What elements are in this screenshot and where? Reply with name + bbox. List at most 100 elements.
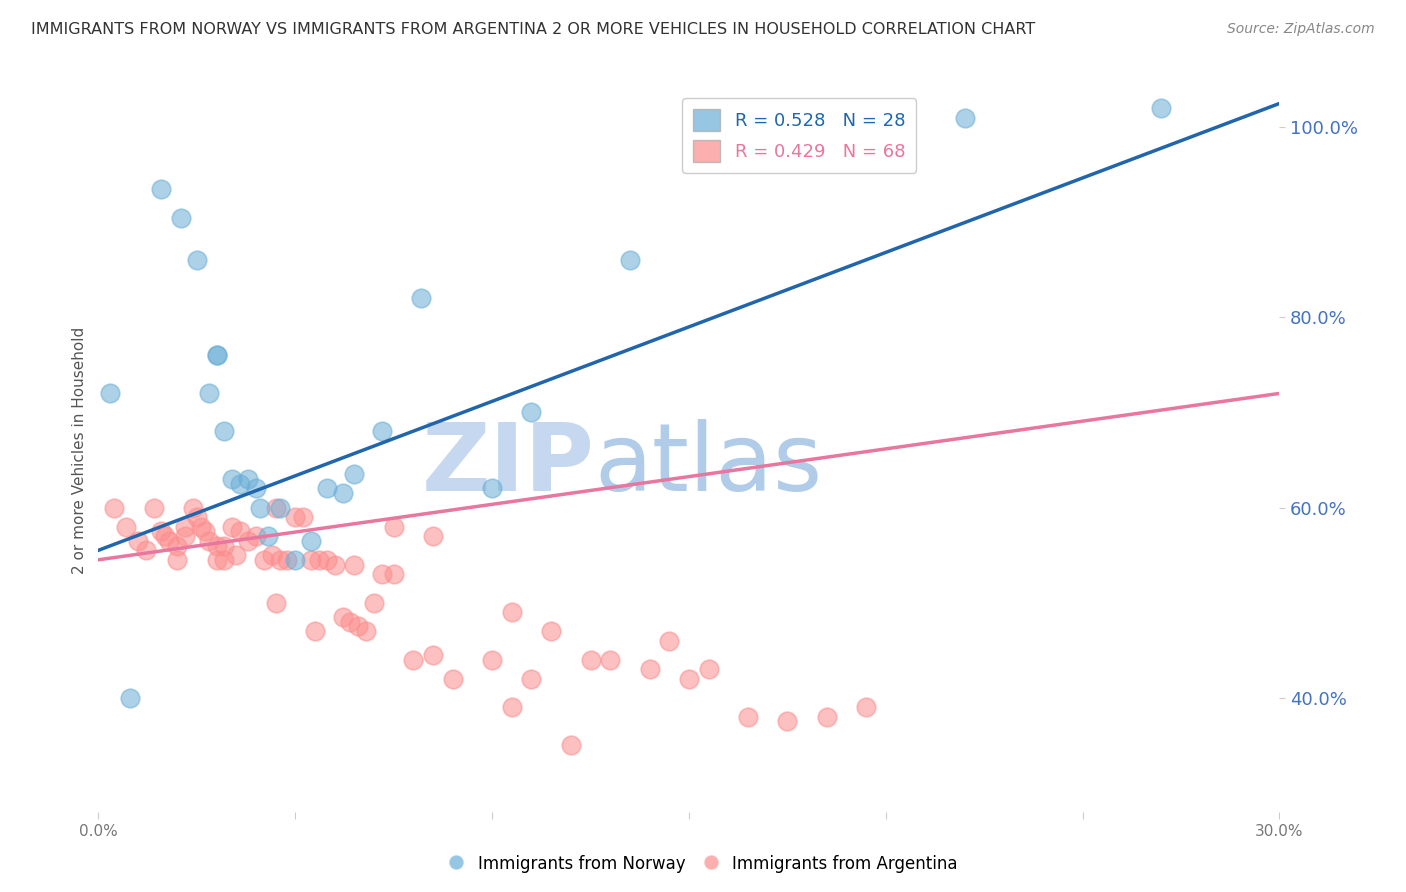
Point — [855, 700, 877, 714]
Point — [260, 548, 283, 562]
Point — [579, 652, 602, 666]
Point — [127, 533, 149, 548]
Point — [520, 405, 543, 419]
Point — [402, 652, 425, 666]
Text: IMMIGRANTS FROM NORWAY VS IMMIGRANTS FROM ARGENTINA 2 OR MORE VEHICLES IN HOUSEH: IMMIGRANTS FROM NORWAY VS IMMIGRANTS FRO… — [31, 22, 1035, 37]
Point — [638, 662, 661, 676]
Point — [205, 553, 228, 567]
Point — [354, 624, 377, 639]
Point — [170, 211, 193, 225]
Point — [599, 652, 621, 666]
Point — [441, 672, 464, 686]
Point — [269, 553, 291, 567]
Point — [382, 567, 405, 582]
Point — [308, 553, 330, 567]
Point — [422, 648, 444, 662]
Point — [697, 662, 720, 676]
Text: ZIP: ZIP — [422, 419, 595, 511]
Point — [174, 519, 197, 533]
Point — [264, 596, 287, 610]
Point — [737, 709, 759, 723]
Point — [953, 111, 976, 125]
Point — [245, 482, 267, 496]
Point — [249, 500, 271, 515]
Point — [284, 553, 307, 567]
Point — [560, 738, 582, 752]
Point — [229, 524, 252, 539]
Text: Source: ZipAtlas.com: Source: ZipAtlas.com — [1227, 22, 1375, 37]
Point — [115, 519, 138, 533]
Point — [197, 386, 219, 401]
Point — [1150, 101, 1173, 115]
Point — [411, 291, 433, 305]
Point — [253, 553, 276, 567]
Point — [619, 253, 641, 268]
Point — [520, 672, 543, 686]
Point — [194, 524, 217, 539]
Point — [540, 624, 562, 639]
Point — [776, 714, 799, 729]
Y-axis label: 2 or more Vehicles in Household: 2 or more Vehicles in Household — [72, 326, 87, 574]
Text: atlas: atlas — [595, 419, 823, 511]
Point — [678, 672, 700, 686]
Point — [214, 539, 236, 553]
Point — [256, 529, 278, 543]
Point — [205, 539, 228, 553]
Point — [501, 700, 523, 714]
Legend: Immigrants from Norway, Immigrants from Argentina: Immigrants from Norway, Immigrants from … — [441, 848, 965, 880]
Point — [363, 596, 385, 610]
Point — [197, 533, 219, 548]
Point — [190, 519, 212, 533]
Point — [343, 467, 366, 482]
Point — [236, 533, 259, 548]
Point — [422, 529, 444, 543]
Point — [658, 633, 681, 648]
Point — [343, 558, 366, 572]
Point — [142, 500, 165, 515]
Point — [315, 553, 337, 567]
Point — [150, 524, 173, 539]
Point — [299, 553, 322, 567]
Point — [98, 386, 121, 401]
Point — [214, 553, 236, 567]
Point — [284, 510, 307, 524]
Point — [501, 605, 523, 619]
Point — [323, 558, 346, 572]
Point — [186, 253, 208, 268]
Point — [292, 510, 315, 524]
Point — [229, 476, 252, 491]
Point — [221, 472, 243, 486]
Point — [135, 543, 157, 558]
Point — [315, 482, 337, 496]
Point — [186, 510, 208, 524]
Point — [150, 182, 173, 196]
Point — [299, 533, 322, 548]
Point — [205, 348, 228, 362]
Point — [221, 519, 243, 533]
Point — [481, 652, 503, 666]
Point — [103, 500, 125, 515]
Point — [481, 482, 503, 496]
Point — [269, 500, 291, 515]
Legend: R = 0.528   N = 28, R = 0.429   N = 68: R = 0.528 N = 28, R = 0.429 N = 68 — [682, 98, 917, 173]
Point — [332, 610, 354, 624]
Point — [245, 529, 267, 543]
Point — [205, 348, 228, 362]
Point — [371, 567, 394, 582]
Point — [304, 624, 326, 639]
Point — [347, 619, 370, 633]
Point — [815, 709, 838, 723]
Point — [339, 615, 361, 629]
Point — [181, 500, 204, 515]
Point — [276, 553, 298, 567]
Point — [174, 529, 197, 543]
Point — [157, 533, 180, 548]
Point — [155, 529, 177, 543]
Point — [166, 539, 188, 553]
Point — [382, 519, 405, 533]
Point — [236, 472, 259, 486]
Point — [371, 425, 394, 439]
Point — [118, 690, 141, 705]
Point — [166, 553, 188, 567]
Point — [264, 500, 287, 515]
